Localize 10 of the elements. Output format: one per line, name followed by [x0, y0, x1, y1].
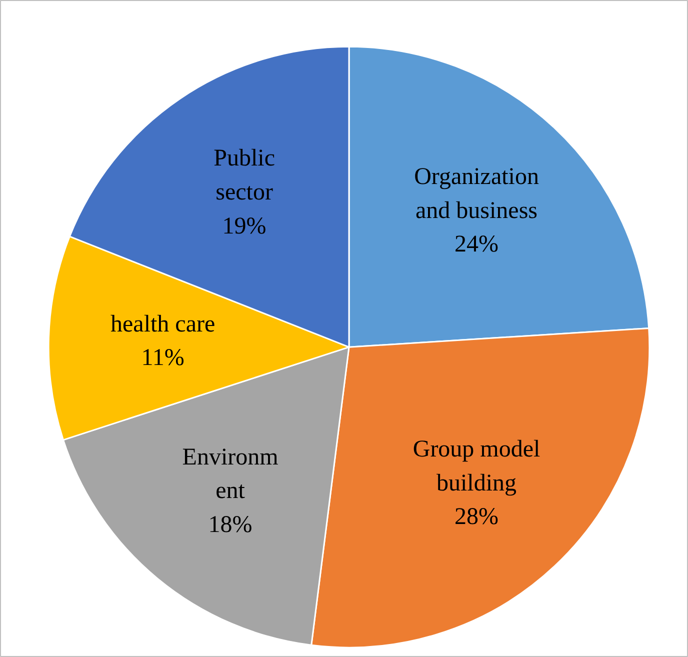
- data-label: 28%: [454, 504, 499, 530]
- data-label: 19%: [222, 213, 266, 240]
- data-label: 11%: [141, 345, 184, 372]
- slice-label: Environm ent: [182, 444, 279, 504]
- slice-label: Organization and business: [414, 164, 539, 224]
- slice-label: health care: [110, 311, 216, 338]
- slice-label: Public sector: [214, 146, 275, 206]
- data-label: 18%: [208, 512, 252, 538]
- data-label: 24%: [454, 232, 499, 258]
- slice-label: Group model building: [412, 436, 541, 496]
